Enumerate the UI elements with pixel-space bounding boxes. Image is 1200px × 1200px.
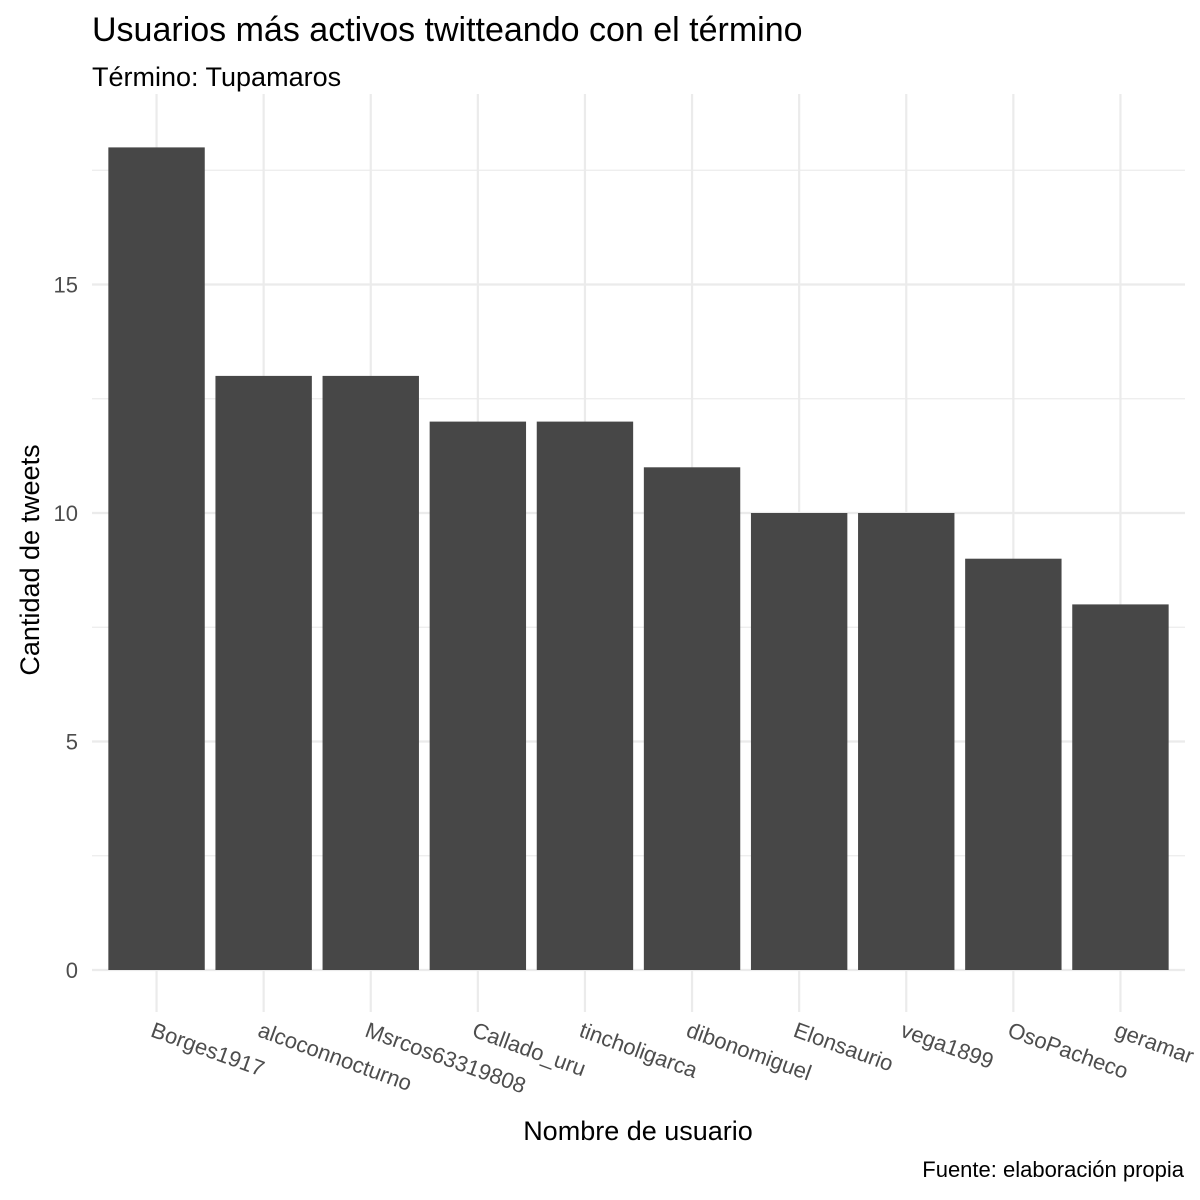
bar <box>108 147 205 970</box>
bar <box>536 421 634 971</box>
y-tick-label: 15 <box>54 273 78 298</box>
x-tick-labels: Borges1917alcoconnocturnoMsrcos63319808C… <box>148 1017 1197 1098</box>
bar <box>965 558 1062 970</box>
bar <box>1072 604 1169 970</box>
x-tick-label: tincholigarca <box>576 1017 701 1083</box>
chart-caption: Fuente: elaboración propia <box>922 1157 1184 1182</box>
x-tick-label: OsoPacheco <box>1005 1017 1132 1084</box>
x-axis-title: Nombre de usuario <box>523 1116 753 1146</box>
y-tick-label: 5 <box>66 730 78 755</box>
y-tick-labels: 0 5 10 15 <box>54 273 78 984</box>
bar <box>858 513 955 970</box>
chart-title: Usuarios más activos twitteando con el t… <box>92 11 803 49</box>
chart-subtitle: Término: Tupamaros <box>92 62 342 92</box>
y-axis-title: Cantidad de tweets <box>15 444 45 675</box>
bar <box>429 421 527 971</box>
bar <box>322 375 419 970</box>
y-tick-label: 10 <box>54 501 78 526</box>
x-tick-label: Borges1917 <box>148 1017 268 1081</box>
bar <box>215 375 312 970</box>
bar <box>750 513 848 970</box>
bars <box>108 147 1169 971</box>
y-tick-label: 0 <box>66 958 78 983</box>
x-tick-label: vega1899 <box>898 1017 997 1074</box>
bar <box>643 467 741 970</box>
